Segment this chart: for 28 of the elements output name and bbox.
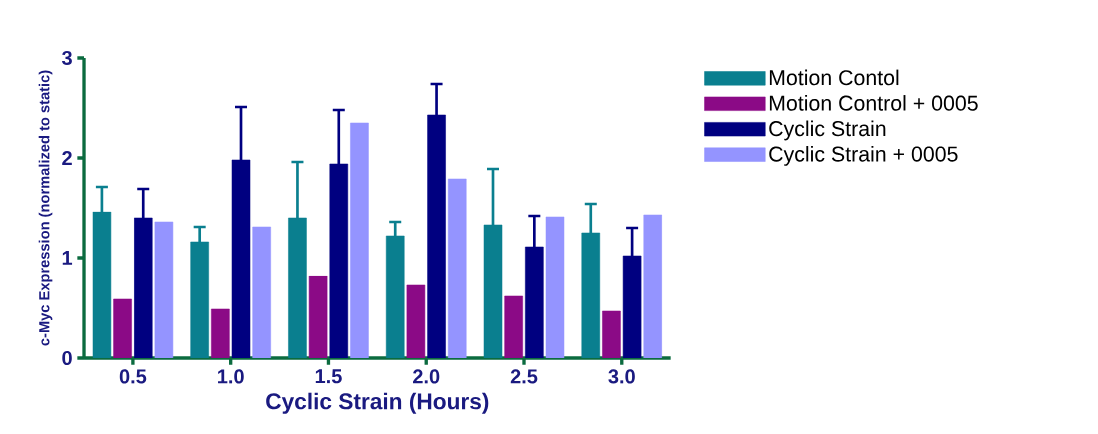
y-tick-label: 2: [62, 151, 72, 165]
x-tick-label: 0.5: [119, 369, 147, 384]
y-axis-title: c-Myc Expression (normalized to static): [38, 70, 53, 346]
x-tick-label: 3.0: [608, 369, 635, 384]
bar: [154, 221, 174, 358]
x-axis-title: Cyclic Strain (Hours): [266, 392, 489, 414]
bar: [113, 298, 132, 358]
y-tick-label: 1: [62, 251, 73, 265]
bar: [350, 122, 369, 358]
legend-label: Motion Control + 0005: [769, 95, 978, 111]
bar: [211, 308, 230, 358]
x-tick-label: 1.5: [315, 369, 342, 384]
legend-label: Motion Contol: [769, 69, 899, 86]
bar: [406, 284, 426, 358]
bar: [545, 216, 565, 358]
legend-label: Cyclic Strain: [769, 120, 886, 141]
bar: [252, 226, 271, 358]
x-tick-label: 2.0: [413, 369, 440, 384]
bar: [602, 310, 621, 358]
bar: [308, 275, 328, 358]
y-tick-label: 3: [61, 50, 72, 66]
legend-label: Cyclic Strain + 0005: [769, 145, 958, 166]
bar: [504, 295, 523, 358]
bar: [447, 178, 467, 358]
y-tick-label: 0: [62, 350, 72, 366]
x-tick-label: 1.0: [218, 369, 244, 384]
bar: [643, 214, 663, 358]
x-tick-label: 2.5: [510, 369, 538, 384]
